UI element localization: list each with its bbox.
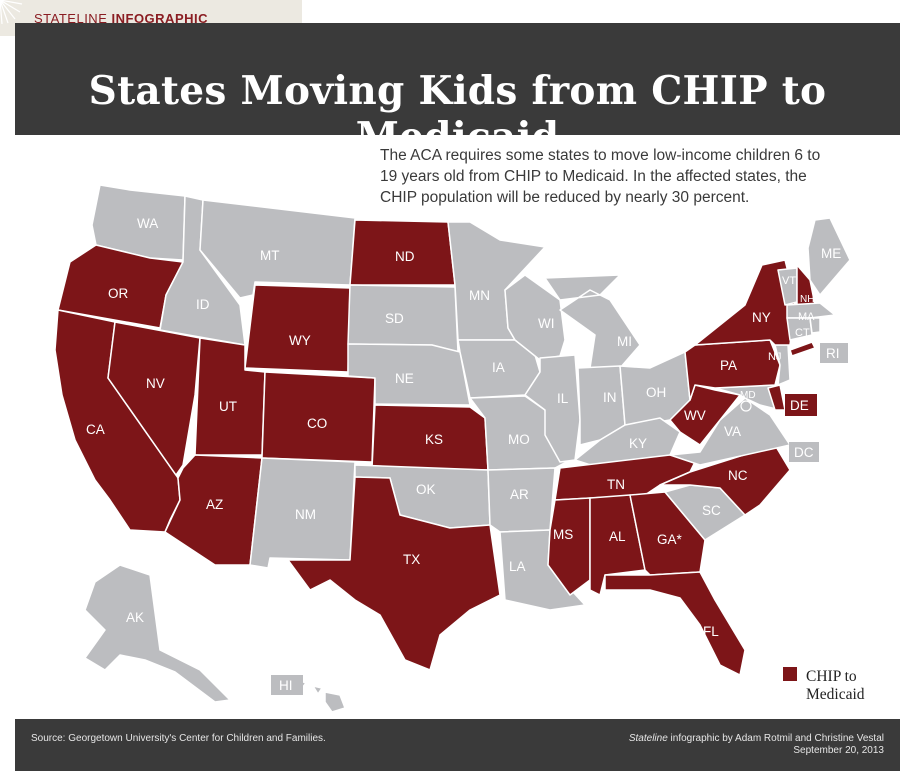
label-MS: MS [553, 527, 573, 542]
label-MT: MT [260, 248, 280, 263]
credit-publication: Stateline [628, 733, 668, 744]
label-DE: DE [790, 398, 809, 413]
label-MD: MD [740, 390, 756, 401]
label-KY: KY [629, 436, 647, 451]
label-OR: OR [108, 286, 129, 301]
state-WA [91, 184, 186, 261]
callout-HI-box [271, 675, 303, 695]
label-MA: MA [798, 311, 815, 323]
legend-line2: Medicaid [806, 686, 865, 703]
tag-bold: INFOGRAPHIC [111, 11, 208, 26]
label-WV: WV [684, 408, 706, 423]
state-VA [669, 397, 791, 466]
state-NM [249, 457, 356, 569]
label-DC: DC [794, 445, 814, 460]
callout-DC-box [789, 442, 819, 462]
label-ND: ND [395, 249, 415, 264]
state-TX [287, 476, 501, 671]
label-NV: NV [146, 376, 165, 391]
label-ID: ID [196, 297, 210, 312]
intro-text: The ACA requires some states to move low… [380, 147, 821, 206]
label-NE: NE [395, 371, 414, 386]
state-CT [786, 317, 813, 341]
label-SC: SC [702, 503, 721, 518]
title-bar: States Moving Kids from CHIP to Medicaid [15, 23, 900, 160]
state-WY [244, 284, 351, 373]
state-AK [84, 564, 231, 703]
label-NC: NC [728, 468, 748, 483]
label-LA: LA [509, 559, 526, 574]
label-MN: MN [469, 288, 490, 303]
sunburst-icon [0, 0, 23, 25]
label-TN: TN [607, 477, 625, 492]
label-AK: AK [126, 610, 144, 625]
label-IA: IA [492, 360, 505, 375]
callout-boxes: RI DE DC HI [271, 343, 848, 695]
credit-authors: infographic by Adam Rotmil and Christine… [667, 733, 884, 744]
state-MI [544, 274, 641, 369]
legend-swatch [783, 667, 797, 681]
legend-label: CHIP to Medicaid [806, 668, 896, 704]
page-title: States Moving Kids from CHIP to Medicaid [88, 68, 827, 160]
label-MI: MI [617, 334, 632, 349]
state-MA [786, 302, 836, 319]
credit-date: September 20, 2013 [793, 745, 884, 756]
callout-RI-box [820, 343, 848, 363]
state-IL [524, 354, 581, 463]
state-NC [659, 444, 791, 516]
source-note: Source: Georgetown University's Center f… [31, 733, 326, 744]
label-MO: MO [508, 432, 530, 447]
label-UT: UT [219, 399, 237, 414]
label-NJ: NJ [768, 351, 781, 363]
label-TX: TX [403, 552, 420, 567]
label-CO: CO [307, 416, 327, 431]
label-CA: CA [86, 422, 105, 437]
label-RI: RI [826, 346, 840, 361]
label-NY: NY [752, 310, 771, 325]
label-VA: VA [724, 424, 741, 439]
label-AZ: AZ [206, 497, 223, 512]
label-ME: ME [821, 246, 841, 261]
label-NH: NH [800, 294, 814, 305]
state-RI [809, 317, 821, 334]
label-NM: NM [295, 507, 316, 522]
label-WY: WY [289, 333, 311, 348]
callout-DE-box [785, 394, 817, 416]
header-tag: STATELINE INFOGRAPHIC [34, 11, 208, 26]
label-KS: KS [425, 432, 443, 447]
label-PA: PA [720, 358, 737, 373]
label-IL: IL [557, 391, 569, 406]
label-OH: OH [646, 385, 666, 400]
dc-star-icon [740, 400, 752, 412]
tag-prefix: STATELINE [34, 11, 108, 26]
label-CT: CT [795, 327, 810, 339]
credit-note: Stateline infographic by Adam Rotmil and… [629, 733, 884, 757]
state-NE [347, 343, 471, 406]
label-OK: OK [416, 482, 436, 497]
legend-line1: CHIP to [806, 668, 857, 685]
label-AR: AR [510, 487, 529, 502]
label-AL: AL [609, 529, 626, 544]
label-HI: HI [279, 678, 293, 693]
label-FL: FL [703, 624, 719, 639]
footer: Source: Georgetown University's Center f… [15, 719, 900, 771]
label-GA: GA* [657, 532, 683, 547]
label-SD: SD [385, 311, 404, 326]
state-ME [807, 217, 851, 296]
state-FL [604, 571, 746, 676]
label-WA: WA [137, 216, 158, 231]
label-VT: VT [782, 275, 796, 287]
label-IN: IN [603, 390, 617, 405]
label-WI: WI [538, 316, 555, 331]
